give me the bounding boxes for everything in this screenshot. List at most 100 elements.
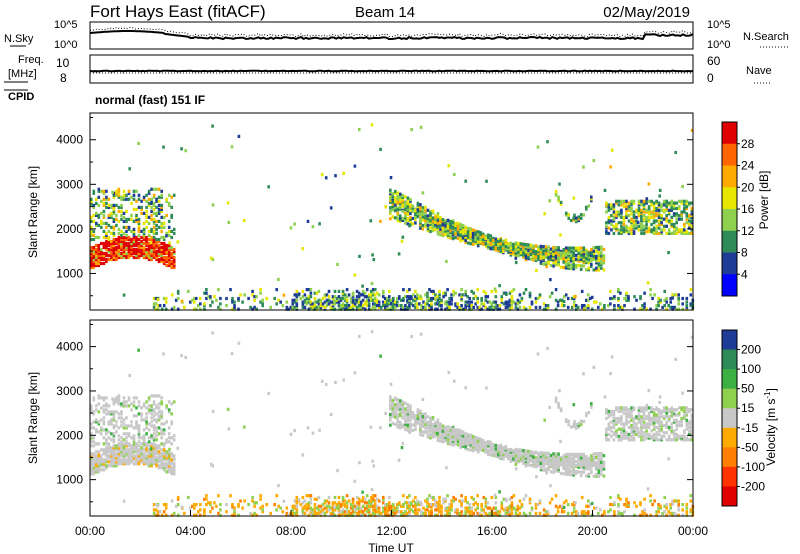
power-echo-cell bbox=[130, 213, 133, 217]
velocity-echo-cell bbox=[552, 455, 555, 459]
power-echo-cell bbox=[150, 201, 153, 205]
power-echo-cell bbox=[365, 295, 369, 299]
power-echo-cell bbox=[343, 293, 347, 297]
power-echo-cell bbox=[527, 248, 530, 252]
velocity-echo-cell bbox=[155, 406, 158, 410]
velocity-echo-cell bbox=[92, 420, 96, 424]
power-echo-cell bbox=[690, 214, 694, 218]
velocity-echo-cell bbox=[127, 456, 131, 460]
power-echo-cell bbox=[627, 219, 631, 223]
power-echo-cell bbox=[215, 298, 218, 302]
power-echo-cell bbox=[363, 291, 367, 295]
velocity-echo-cell bbox=[494, 443, 498, 448]
power-echo-cell bbox=[373, 305, 377, 309]
velocity-echo-cell bbox=[140, 446, 143, 450]
power-echo-cell bbox=[645, 219, 648, 223]
velocity-echo-cell bbox=[630, 427, 633, 431]
power-echo-cell bbox=[675, 228, 678, 232]
power-echo-cell bbox=[442, 295, 445, 299]
power-echo-cell bbox=[524, 288, 528, 292]
power-echo-cell bbox=[660, 228, 663, 232]
power-echo-cell bbox=[645, 199, 648, 203]
power-echo-cell bbox=[404, 307, 407, 311]
power-echo-cell bbox=[680, 210, 683, 214]
velocity-echo-cell bbox=[416, 408, 420, 412]
velocity-echo-cell bbox=[137, 430, 141, 434]
power-echo-cell bbox=[102, 197, 106, 201]
velocity-echo-cell bbox=[112, 410, 116, 414]
power-echo-cell bbox=[172, 263, 176, 268]
velocity-echo-cell bbox=[469, 448, 472, 452]
power-echo-cell bbox=[440, 304, 443, 308]
power-echo-cell bbox=[536, 296, 540, 301]
velocity-echo-cell bbox=[434, 429, 437, 433]
power-colorbar-swatch bbox=[722, 209, 737, 232]
power-echo-cell bbox=[205, 296, 208, 301]
power-echo-cell bbox=[289, 226, 293, 230]
power-echo-cell bbox=[105, 247, 108, 252]
velocity-echo-cell bbox=[152, 511, 156, 515]
power-echo-cell bbox=[145, 235, 148, 240]
power-echo-cell bbox=[557, 255, 560, 259]
velocity-echo-cell bbox=[152, 432, 156, 436]
power-echo-cell bbox=[572, 259, 575, 263]
velocity-echo-cell bbox=[657, 411, 661, 415]
power-echo-cell bbox=[137, 237, 141, 242]
power-echo-cell bbox=[529, 247, 533, 251]
power-echo-cell bbox=[635, 222, 638, 227]
velocity-echo-cell bbox=[471, 449, 475, 453]
power-echo-cell bbox=[337, 295, 341, 299]
velocity-echo-cell bbox=[167, 408, 171, 412]
velocity-echo-cell bbox=[132, 456, 136, 460]
beam-title: Beam 14 bbox=[355, 4, 415, 21]
power-echo-cell bbox=[509, 245, 513, 250]
velocity-echo-cell bbox=[391, 407, 395, 411]
power-echo-cell bbox=[647, 205, 651, 209]
velocity-echo-cell bbox=[127, 432, 131, 436]
power-echo-cell bbox=[474, 231, 477, 235]
power-echo-cell bbox=[585, 249, 588, 254]
velocity-echo-cell bbox=[132, 438, 136, 442]
power-echo-cell bbox=[514, 241, 518, 245]
power-echo-cell bbox=[341, 302, 345, 306]
power-echo-cell bbox=[331, 305, 335, 309]
power-echo-cell bbox=[615, 214, 618, 218]
velocity-echo-cell bbox=[464, 447, 467, 451]
power-echo-cell bbox=[630, 217, 633, 221]
velocity-echo-cell bbox=[132, 458, 136, 462]
power-echo-cell bbox=[389, 210, 392, 214]
power-echo-cell bbox=[643, 302, 646, 306]
power-echo-cell bbox=[117, 245, 121, 250]
power-echo-cell bbox=[92, 265, 96, 270]
velocity-echo-cell bbox=[426, 435, 430, 439]
power-echo-cell bbox=[615, 226, 618, 230]
velocity-echo-cell bbox=[426, 433, 430, 437]
velocity-echo-cell bbox=[557, 402, 560, 406]
power-echo-cell bbox=[422, 305, 425, 309]
velocity-echo-cell bbox=[650, 418, 653, 422]
power-echo-cell bbox=[102, 213, 106, 217]
power-echo-cell bbox=[160, 255, 163, 260]
velocity-echo-cell bbox=[605, 431, 608, 435]
velocity-echo-cell bbox=[657, 409, 661, 413]
power-echo-cell bbox=[112, 205, 116, 209]
power-echo-cell bbox=[468, 305, 471, 309]
power-echo-cell bbox=[677, 230, 681, 234]
power-echo-cell bbox=[642, 206, 646, 211]
power-echo-cell bbox=[562, 257, 565, 261]
power-echo-cell bbox=[617, 289, 620, 293]
power-echo-cell bbox=[416, 201, 420, 205]
power-echo-cell bbox=[309, 288, 313, 292]
velocity-echo-cell bbox=[396, 413, 400, 417]
power-echo-cell bbox=[355, 307, 359, 311]
velocity-echo-cell bbox=[492, 443, 495, 447]
velocity-echo-cell bbox=[675, 432, 678, 437]
velocity-echo-cell bbox=[509, 459, 513, 463]
power-echo-cell bbox=[585, 268, 588, 272]
velocity-echo-cell bbox=[479, 441, 482, 445]
power-echo-cell bbox=[388, 298, 391, 302]
velocity-echo-cell bbox=[429, 420, 432, 424]
velocity-echo-cell bbox=[539, 456, 543, 460]
power-echo-cell bbox=[476, 240, 480, 244]
power-echo-cell bbox=[434, 224, 437, 228]
